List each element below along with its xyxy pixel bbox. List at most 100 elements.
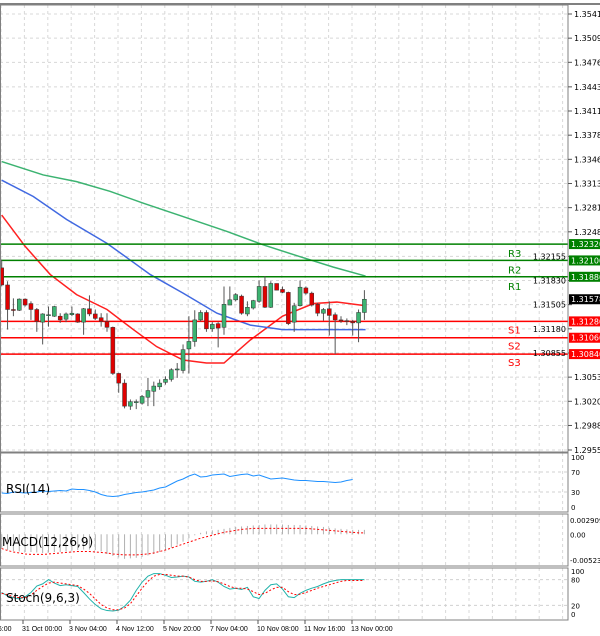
candle <box>11 298 16 317</box>
level-price-badge <box>569 271 600 282</box>
level-price-badge <box>569 349 600 360</box>
y-tick-label: 1.29880 <box>574 421 600 430</box>
grid <box>0 5 568 620</box>
candle <box>57 313 63 323</box>
candle <box>356 309 361 343</box>
candle-body-up <box>157 382 162 388</box>
candle <box>22 298 28 307</box>
candle-body-up <box>198 312 203 321</box>
candle <box>268 281 274 309</box>
candle-body-up <box>297 286 303 307</box>
candle <box>75 313 80 323</box>
price-panel[interactable]: R3 R2 R1 S1 S2 S3 <box>0 160 568 410</box>
candle-body-up <box>221 304 227 328</box>
candle-body-up <box>268 283 274 308</box>
candle <box>128 399 133 410</box>
macd-tick-label: 0.00 <box>570 531 586 539</box>
candle <box>134 399 139 410</box>
candle-body-up <box>52 306 57 317</box>
candle-body-down <box>93 313 98 319</box>
candle-body-down <box>344 320 350 322</box>
level-price-badge <box>569 239 600 250</box>
candle <box>344 318 350 326</box>
candle <box>362 290 367 320</box>
level-price-badge <box>569 316 600 327</box>
candle-body-down <box>309 292 314 306</box>
stoch-tick-label: 100 <box>571 568 584 576</box>
candle <box>151 381 157 407</box>
candle-body-down <box>116 373 121 384</box>
candle-body-down <box>239 295 244 314</box>
candle <box>221 286 227 335</box>
candle-body-down <box>28 303 34 310</box>
candle <box>122 379 127 409</box>
candle-body-down <box>11 309 16 311</box>
panel-frame <box>0 4 569 453</box>
level-price-label: 1.32100 <box>571 256 600 265</box>
candle <box>110 326 116 375</box>
stoch-tick-label: 0 <box>571 611 575 619</box>
candle <box>327 301 332 336</box>
candle-body-down <box>104 321 110 328</box>
stoch-panel[interactable] <box>1 573 365 612</box>
macd-panel[interactable] <box>1 524 365 559</box>
y-tick-label: 1.32485 <box>574 228 600 237</box>
candle <box>186 316 192 374</box>
candle-body-up <box>145 390 151 398</box>
y-tick-label: 1.34110 <box>574 107 600 116</box>
candle-body-down <box>0 267 4 286</box>
y-tick-label: 1.29550 <box>574 446 600 455</box>
stoch-signal-line <box>1 573 365 611</box>
candle <box>5 281 10 330</box>
y-tick-label: 1.30530 <box>574 373 600 382</box>
candle <box>256 280 262 303</box>
candle-body-down <box>110 327 116 374</box>
y-tick-label: 1.35090 <box>574 34 600 43</box>
candle-body-up <box>186 341 192 350</box>
rsi-title: RSI(14) <box>6 482 50 496</box>
macd-tick-label: 0.002909 <box>570 517 600 525</box>
candle <box>291 302 297 332</box>
candle <box>198 310 203 322</box>
candle <box>303 286 309 295</box>
candle <box>338 316 344 323</box>
rsi-panel[interactable] <box>1 473 353 498</box>
candle-body-up <box>227 299 233 306</box>
candle-body-down <box>34 309 40 322</box>
candle-body-down <box>338 319 344 322</box>
candle-body-up <box>192 319 197 342</box>
candle <box>321 308 326 321</box>
moving-average-3 <box>1 160 366 277</box>
candle-body-up <box>356 312 361 324</box>
y-tick-label: 1.34435 <box>574 83 600 92</box>
y-tick-label: 1.33460 <box>574 155 600 164</box>
candle <box>63 312 69 323</box>
x-tick-label: 31 Oct 00:00 <box>22 626 62 633</box>
candle <box>192 310 197 347</box>
macd-title: MACD(12,26,9) <box>2 535 93 549</box>
candle-body-up <box>163 379 168 383</box>
candle-body-up <box>210 324 215 330</box>
candle-body-down <box>274 283 279 291</box>
candle-body-up <box>139 396 145 404</box>
level-name-r1: R1 <box>508 282 521 293</box>
candle <box>262 276 268 309</box>
y-tick-label: 1.33785 <box>574 131 600 140</box>
level-name-r3: R3 <box>508 249 521 260</box>
candle-body-down <box>350 321 355 324</box>
candle-body-up <box>174 368 180 371</box>
candle-body-up <box>251 300 256 309</box>
candle-body-up <box>256 286 262 302</box>
candle <box>163 376 168 385</box>
y-tick-label: 1.33135 <box>574 179 600 188</box>
candle <box>46 306 51 327</box>
candle-body-down <box>75 313 80 323</box>
x-tick-label: 10 Nov 08:00 <box>257 626 299 633</box>
y-tick-label: 1.30855 <box>533 349 566 358</box>
candle <box>210 322 215 332</box>
panel-frame <box>0 567 569 621</box>
candle <box>274 283 279 291</box>
candle <box>145 377 151 407</box>
y-tick-label: 1.32155 <box>533 252 566 261</box>
